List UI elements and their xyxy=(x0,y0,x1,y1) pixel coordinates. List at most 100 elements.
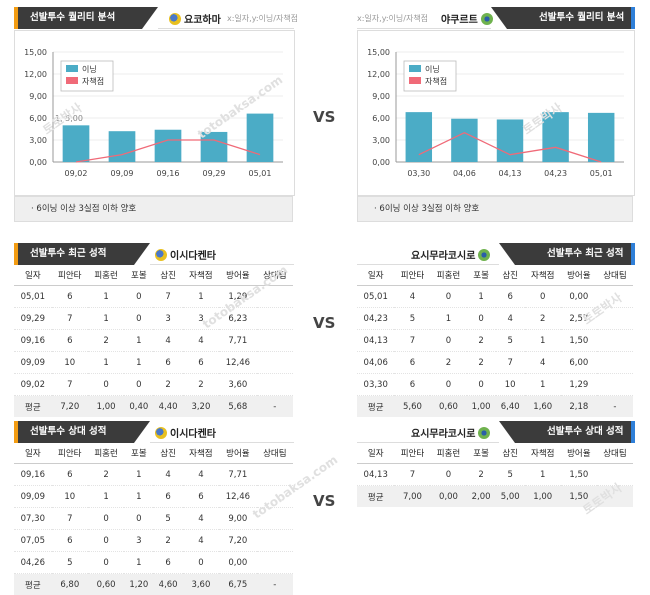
table-cell: 평균 xyxy=(14,396,52,418)
table-cell: 07,30 xyxy=(14,508,52,530)
table-cell: 2,57 xyxy=(561,308,597,330)
table-cell xyxy=(257,552,293,574)
table-cell: 1 xyxy=(124,330,153,352)
table-cell: 4 xyxy=(183,464,219,486)
table-cell: 6,23 xyxy=(219,308,257,330)
x-tick-label: 04,13 xyxy=(499,169,522,178)
table-cell: 1 xyxy=(88,308,124,330)
column-header: 삼진 xyxy=(496,442,525,464)
column-header: 상대팀 xyxy=(257,442,293,464)
table-cell: 2 xyxy=(525,308,561,330)
team-name-yokohama: 요코하마 xyxy=(166,11,221,26)
y-tick-label: 0,00 xyxy=(29,158,47,167)
table-cell xyxy=(597,286,633,308)
table-cell: 1 xyxy=(124,552,153,574)
table-cell: 6 xyxy=(394,374,430,396)
table-cell: 0 xyxy=(183,552,219,574)
versus-header-tab: 선발투수 상대 성적 xyxy=(14,421,134,443)
table-cell: 6 xyxy=(52,286,88,308)
table-cell: 7 xyxy=(52,508,88,530)
x-tick-label: 05,01 xyxy=(249,169,272,178)
table-cell: 4 xyxy=(525,352,561,374)
column-header: 피안타 xyxy=(394,442,430,464)
x-tick-label: 09,09 xyxy=(111,169,134,178)
table-cell: 7 xyxy=(153,286,182,308)
x-tick-label: 09,29 xyxy=(203,169,226,178)
versus-header-left: 선발투수 상대 성적 이시다켄타 xyxy=(14,421,294,443)
legend-swatch xyxy=(66,77,78,84)
column-header: 포볼 xyxy=(124,442,153,464)
column-header: 일자 xyxy=(14,442,52,464)
legend-swatch xyxy=(66,65,78,72)
table-cell: 2 xyxy=(467,464,496,486)
x-tick-label: 04,23 xyxy=(544,169,567,178)
table-cell: 1,50 xyxy=(561,464,597,486)
table-cell: 0 xyxy=(124,308,153,330)
table-cell: - xyxy=(597,396,633,418)
table-cell: 10 xyxy=(496,374,525,396)
recent-header-left: 선발투수 최근 성적 이시다켄타 xyxy=(14,243,294,265)
table-cell: 2,00 xyxy=(467,486,496,508)
table-cell: 4 xyxy=(496,308,525,330)
bar xyxy=(497,119,523,162)
table-cell: 6 xyxy=(153,352,182,374)
pitcher-name: 이시다켄타 xyxy=(152,425,216,440)
x-tick-label: 04,06 xyxy=(453,169,476,178)
table-cell: 0 xyxy=(467,374,496,396)
yakult-logo-icon xyxy=(478,427,490,439)
column-header: 삼진 xyxy=(496,264,525,286)
table-cell: 6 xyxy=(153,486,182,508)
y-tick-label: 15,00 xyxy=(24,48,47,57)
y-tick-label: 12,00 xyxy=(24,70,47,79)
table-cell: 0,00 xyxy=(561,286,597,308)
table-cell: 1 xyxy=(88,352,124,374)
versus-header-tab: 선발투수 상대 성적 xyxy=(515,421,635,443)
table-cell: 0 xyxy=(430,464,466,486)
table-cell: 6,75 xyxy=(219,574,257,595)
table-cell: 1,29 xyxy=(219,286,257,308)
y-tick-label: 12,00 xyxy=(367,70,390,79)
column-header: 피안타 xyxy=(52,442,88,464)
recent-header-tab: 선발투수 최근 성적 xyxy=(515,243,635,265)
table-cell: 7,20 xyxy=(219,530,257,552)
table-cell: 1 xyxy=(124,486,153,508)
quality-header-tab: 선발투수 퀄리티 분석 xyxy=(507,7,635,29)
table-cell: 1 xyxy=(525,330,561,352)
bar xyxy=(155,130,182,162)
column-header: 포볼 xyxy=(467,264,496,286)
table-cell: 10 xyxy=(52,352,88,374)
table-cell: 6,80 xyxy=(52,574,88,595)
table-cell: 04,06 xyxy=(357,352,394,374)
table-cell: 1,50 xyxy=(561,330,597,352)
table-cell: - xyxy=(257,574,293,595)
table-cell: 6 xyxy=(183,486,219,508)
table-cell: 10 xyxy=(52,486,88,508)
table-cell: 7 xyxy=(52,374,88,396)
table-cell: 0,00 xyxy=(219,552,257,574)
table-cell: 7 xyxy=(394,464,430,486)
quality-header-left: 선발투수 퀄리티 분석 요코하마 x:일자,y:이닝/자책점 xyxy=(14,7,294,29)
column-header: 자책점 xyxy=(183,442,219,464)
table-cell: 5,68 xyxy=(219,396,257,418)
table-cell: 1 xyxy=(124,464,153,486)
table-cell: 0,00 xyxy=(430,486,466,508)
tooltip-label: 1, 5,00 xyxy=(55,114,83,123)
table-cell: 04,23 xyxy=(357,308,394,330)
table-cell: 4 xyxy=(183,508,219,530)
table-cell: 05,01 xyxy=(357,286,394,308)
table-cell: 5 xyxy=(496,464,525,486)
table-cell: 4 xyxy=(153,464,182,486)
table-cell: 2,18 xyxy=(561,396,597,418)
